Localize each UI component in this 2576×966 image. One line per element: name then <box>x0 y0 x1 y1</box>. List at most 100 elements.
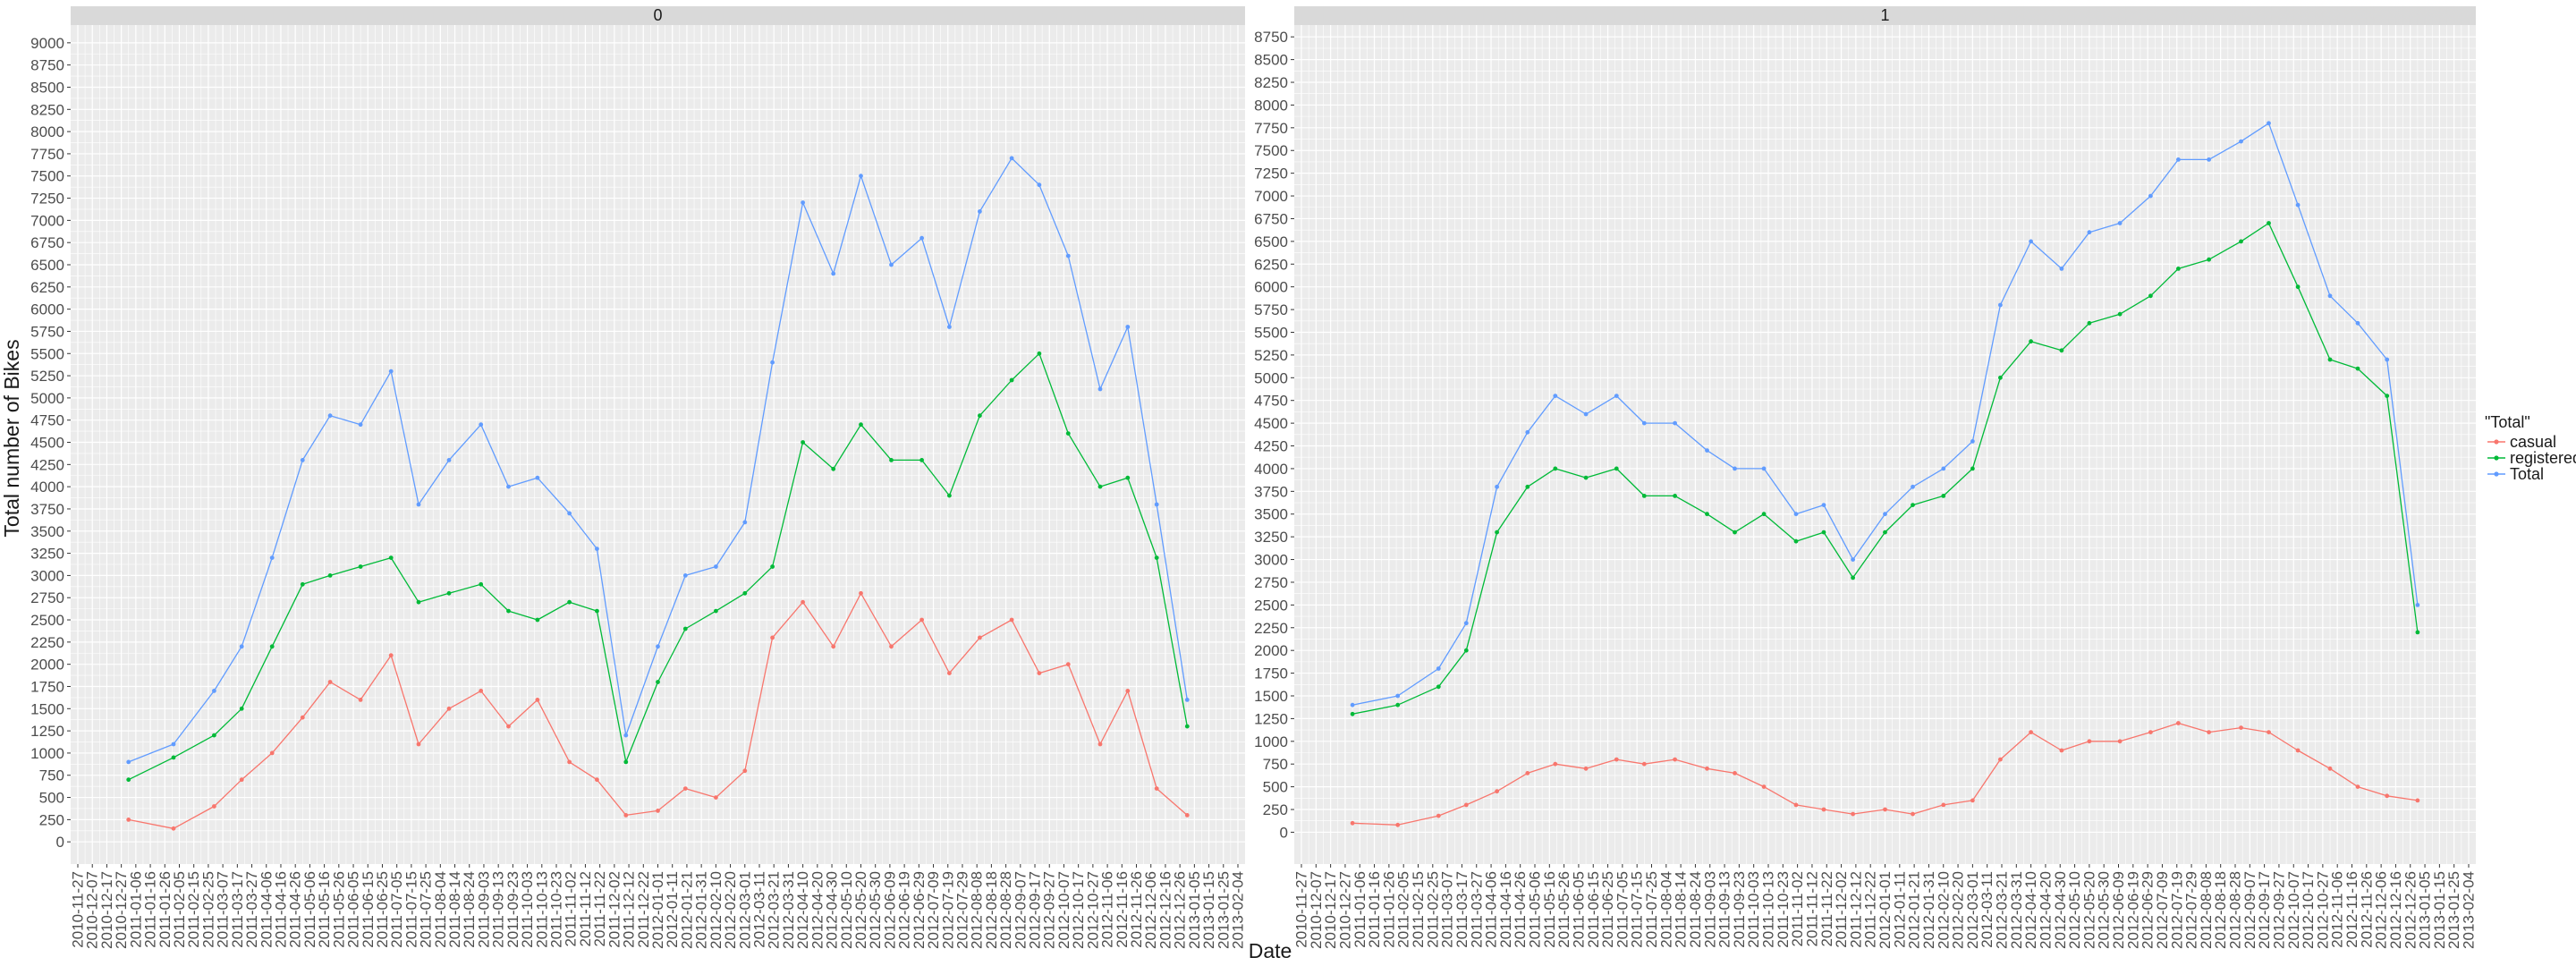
data-point-registered <box>479 581 484 587</box>
x-tick-label: 2012-08-28 <box>997 871 1014 949</box>
x-tick-label: 2012-10-07 <box>1055 871 1072 949</box>
data-point-registered <box>358 564 363 569</box>
x-tick-label: 2012-09-17 <box>2256 871 2273 949</box>
x-tick-label: 2011-05-16 <box>316 871 333 948</box>
x-tick-label: 2011-11-02 <box>563 871 580 946</box>
data-point-total <box>2087 230 2092 235</box>
data-point-registered <box>1851 575 1856 580</box>
data-point-registered <box>2355 366 2360 371</box>
legend-point-total <box>2494 471 2499 477</box>
data-point-registered <box>1097 484 1103 489</box>
data-point-total <box>2059 267 2064 271</box>
x-tick-label: 2010-12-07 <box>1308 871 1325 949</box>
x-tick-label: 2011-11-12 <box>577 871 594 946</box>
x-tick-label: 2012-11-26 <box>1128 871 1145 948</box>
data-point-casual <box>1793 802 1799 808</box>
x-tick-label: 2011-06-15 <box>1585 871 1602 948</box>
x-tick-label: 2011-12-12 <box>621 871 638 948</box>
x-tick-label: 2011-07-15 <box>402 871 419 948</box>
data-point-total <box>1154 502 1159 507</box>
data-point-registered <box>919 458 924 462</box>
y-tick-label: 3000 <box>1254 552 1288 569</box>
x-tick-label: 2012-08-28 <box>2227 871 2244 949</box>
series-line-registered <box>1352 222 2419 715</box>
y-tick-label: 4500 <box>30 435 64 452</box>
data-point-total <box>1395 693 1401 699</box>
y-axis-title: Total number of Bikes <box>0 339 23 537</box>
x-tick-label: 2011-09-03 <box>1701 871 1718 948</box>
x-tick-label: 2011-10-03 <box>519 871 536 948</box>
data-point-casual <box>446 706 452 711</box>
data-point-casual <box>506 724 511 729</box>
x-tick-label: 2011-11-02 <box>1789 871 1806 946</box>
y-tick-label: 8000 <box>30 123 64 140</box>
data-point-total <box>1184 698 1190 702</box>
x-tick-label: 2012-06-29 <box>2140 871 2157 949</box>
y-tick-label: 4500 <box>1254 415 1288 432</box>
x-tick-label: 2011-09-13 <box>1716 871 1733 948</box>
y-tick-label: 6500 <box>30 257 64 274</box>
x-tick-label: 2012-05-20 <box>852 871 869 949</box>
data-point-total <box>1583 411 1589 417</box>
data-point-casual <box>978 635 982 640</box>
data-point-casual <box>535 698 540 702</box>
series-line-total <box>128 157 1188 763</box>
strip-label-1: 1 <box>1880 6 1889 24</box>
x-tick-label: 2012-03-11 <box>750 871 767 948</box>
x-axis-1: 2010-11-272010-12-072010-12-172010-12-27… <box>1293 864 2478 949</box>
x-tick-label: 2012-08-18 <box>983 871 1000 949</box>
data-point-registered <box>2239 239 2243 244</box>
data-point-total <box>1761 466 1767 471</box>
y-tick-label: 5750 <box>1254 301 1288 318</box>
data-point-registered <box>1553 466 1558 471</box>
y-tick-label: 5750 <box>30 323 64 340</box>
grid-lines-0 <box>71 25 1245 864</box>
y-tick-label: 500 <box>1263 779 1288 796</box>
data-point-registered <box>2295 284 2301 290</box>
data-point-registered <box>1583 475 1589 480</box>
x-tick-label: 2010-12-27 <box>113 871 130 949</box>
data-point-registered <box>2176 267 2181 271</box>
data-point-total <box>2029 239 2034 244</box>
y-tick-label: 7500 <box>1254 142 1288 159</box>
data-point-total <box>2239 139 2243 144</box>
data-point-registered <box>1436 684 1441 690</box>
x-tick-label: 2012-07-09 <box>2154 871 2171 949</box>
data-point-total <box>1911 484 1915 489</box>
data-point-casual <box>327 680 333 684</box>
data-point-total <box>1705 448 1709 453</box>
series-casual-panel-1 <box>1350 721 2420 827</box>
data-point-registered <box>1065 431 1071 436</box>
y-tick-label: 8500 <box>1254 52 1288 69</box>
data-point-casual <box>742 768 748 774</box>
data-point-total <box>1495 484 1499 489</box>
x-tick-label: 2011-08-04 <box>432 871 449 948</box>
y-tick-label: 7250 <box>1254 165 1288 182</box>
panel-strip-1 <box>1294 6 2476 25</box>
data-point-casual <box>1583 766 1589 771</box>
x-tick-label: 2011-02-25 <box>199 871 216 948</box>
y-tick-label: 3250 <box>30 546 64 563</box>
data-point-total <box>595 547 599 551</box>
x-tick-label: 2012-02-10 <box>708 871 724 949</box>
x-tick-label: 2012-04-10 <box>794 871 811 949</box>
data-point-registered <box>327 573 333 578</box>
x-tick-label: 2010-12-27 <box>1336 871 1353 949</box>
data-point-casual <box>1463 802 1469 808</box>
data-point-total <box>506 484 511 489</box>
data-point-casual <box>1673 757 1677 762</box>
y-tick-label: 1000 <box>30 745 64 762</box>
x-tick-label: 2012-06-09 <box>2110 871 2127 949</box>
data-point-total <box>2207 157 2212 162</box>
x-tick-label: 2012-12-26 <box>1172 871 1189 949</box>
data-point-casual <box>1125 689 1131 693</box>
x-tick-label: 2013-01-15 <box>2431 871 2448 949</box>
data-point-registered <box>1525 484 1530 489</box>
data-point-total <box>1009 156 1014 161</box>
data-point-total <box>889 262 894 267</box>
data-point-casual <box>479 689 484 693</box>
y-tick-label: 5250 <box>30 368 64 385</box>
data-point-total <box>770 360 775 365</box>
data-point-casual <box>2239 725 2243 730</box>
x-tick-label: 2012-08-18 <box>2212 871 2229 949</box>
